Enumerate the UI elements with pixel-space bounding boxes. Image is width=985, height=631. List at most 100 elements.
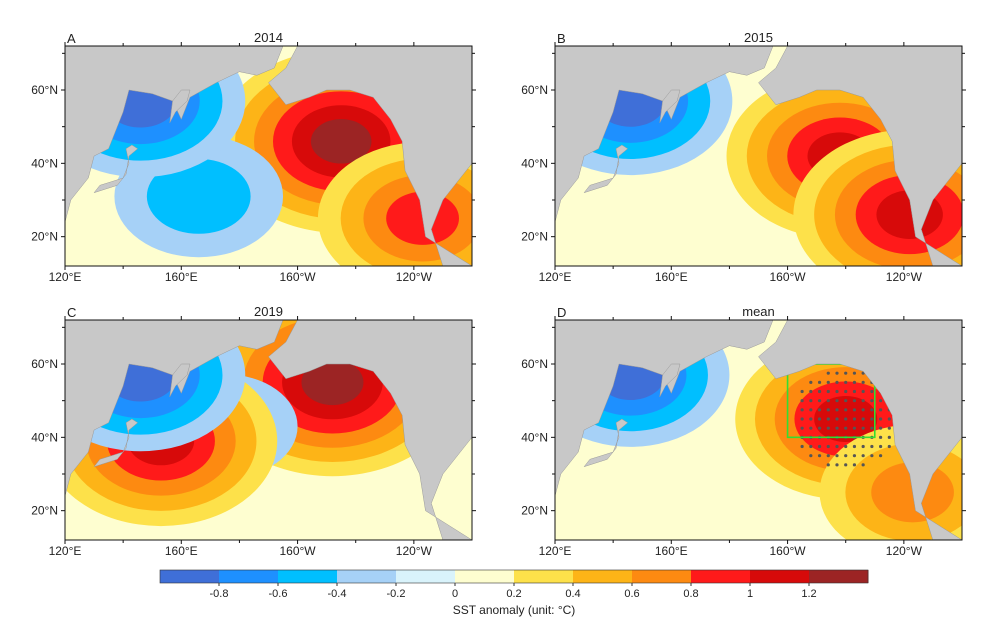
panel-d-mean: 120°E 160°E 160°W 120°W 60°N 40°N 20°N D mean (521, 304, 966, 558)
y-tick-label: 40°N (521, 156, 548, 170)
map-area (555, 320, 962, 540)
stipple-dot (852, 426, 857, 430)
stipple-dot (861, 380, 865, 384)
y-tick-label: 60°N (31, 357, 58, 371)
y-tick-label: 20°N (521, 230, 548, 244)
colorbar-segment (514, 570, 574, 583)
stipple-dot (835, 417, 839, 421)
stipple-dot (826, 463, 830, 467)
y-tick-label: 40°N (31, 430, 58, 444)
stipple-dot (817, 399, 822, 403)
stipple-dot (887, 435, 891, 439)
y-tick-label: 60°N (521, 357, 548, 371)
stipple-dot (826, 408, 830, 412)
x-tick-label: 120°W (396, 544, 433, 558)
stipple-dot (835, 371, 839, 375)
land-polygon (659, 89, 681, 124)
stipple-dot (844, 417, 848, 421)
stipple-dot (844, 444, 848, 449)
stipple-dot (800, 426, 804, 430)
land-polygon (583, 144, 629, 194)
stipple-dot (887, 426, 891, 430)
x-tick-label: 160°E (165, 270, 198, 284)
x-tick-label: 120°E (49, 270, 82, 284)
stipple-dot (844, 463, 848, 467)
panel-c-2019: 120°E 160°E 160°W 120°W 60°N 40°N 20°N C 2019 (31, 304, 476, 558)
colorbar-segment (396, 570, 456, 583)
stipple-dot (852, 399, 857, 403)
stipple-dot (826, 389, 830, 394)
stipple-dot (861, 408, 865, 412)
stipple-dot (879, 435, 883, 439)
panel-a-2014: 120°E 160°E 160°W 120°W 60°N 40°N 20°N A 2014 (31, 30, 476, 284)
land-polygon (169, 363, 191, 398)
colorbar-segment (573, 570, 633, 583)
land-polygon (65, 46, 284, 223)
stipple-dot (817, 426, 822, 430)
stipple-dot (835, 444, 839, 449)
land-polygon (659, 363, 681, 398)
stipple-dot (817, 408, 822, 412)
stipple-dot (826, 399, 830, 403)
stipple-dot (800, 444, 804, 449)
stipple-dot (835, 454, 839, 458)
map-area (65, 46, 472, 266)
stipple-dot (870, 417, 874, 421)
x-tick-label: 160°E (165, 544, 198, 558)
x-tick-label: 120°E (539, 270, 572, 284)
stipple-dot (809, 454, 813, 458)
stipple-dot (835, 463, 839, 467)
y-tick-label: 40°N (31, 156, 58, 170)
map-area (555, 46, 962, 266)
stipple-dot (870, 426, 874, 430)
land-polygon (268, 320, 472, 540)
panel-letter: B (557, 31, 566, 46)
colorbar-tick-label: 0.6 (624, 588, 639, 600)
land-polygon (758, 320, 962, 540)
stipple-dot (870, 399, 874, 403)
colorbar-tick-label: 0.8 (683, 588, 698, 600)
stipple-dot (879, 417, 883, 421)
stipple-dot (817, 444, 822, 449)
stipple-dot (852, 408, 857, 412)
stipple-dot (844, 408, 848, 412)
stipple-dot (826, 380, 830, 384)
panel-title: 2015 (744, 30, 773, 45)
stipple-dot (844, 426, 848, 430)
stipple-dot (809, 444, 813, 449)
x-tick-label: 160°E (655, 270, 688, 284)
x-tick-label: 160°E (655, 544, 688, 558)
stipple-dot (826, 417, 830, 421)
x-tick-label: 160°W (279, 544, 316, 558)
x-tick-label: 120°W (886, 544, 923, 558)
land-polygon (583, 418, 629, 468)
stipple-dot (879, 444, 883, 449)
colorbar-tick-label: -0.2 (387, 588, 406, 600)
panel-title: 2019 (254, 304, 283, 319)
x-tick-label: 120°E (49, 544, 82, 558)
y-tick-label: 60°N (31, 83, 58, 97)
y-tick-label: 60°N (521, 83, 548, 97)
stipple-dot (852, 389, 857, 394)
land-mask (555, 46, 962, 266)
land-mask (65, 46, 472, 266)
stipple-dot (852, 380, 857, 384)
stipple-dot (870, 389, 874, 394)
land-polygon (93, 144, 139, 194)
stipple-dot (835, 389, 839, 394)
stipple-dot (826, 444, 830, 449)
stipple-dot (852, 444, 857, 449)
stipple-dot (870, 454, 874, 458)
colorbar-segment (219, 570, 279, 583)
stipple-dot (835, 426, 839, 430)
x-tick-label: 160°W (279, 270, 316, 284)
colorbar-tick-label: 1 (747, 588, 753, 600)
stipple-dot (809, 417, 813, 421)
land-polygon (555, 320, 774, 497)
stipple-dot (826, 371, 830, 375)
stipple-dot (800, 399, 804, 403)
colorbar-label: SST anomaly (unit: °C) (453, 603, 576, 617)
stipple-dot (852, 371, 857, 375)
stipple-dot (809, 389, 813, 394)
stipple-dot (809, 380, 813, 384)
